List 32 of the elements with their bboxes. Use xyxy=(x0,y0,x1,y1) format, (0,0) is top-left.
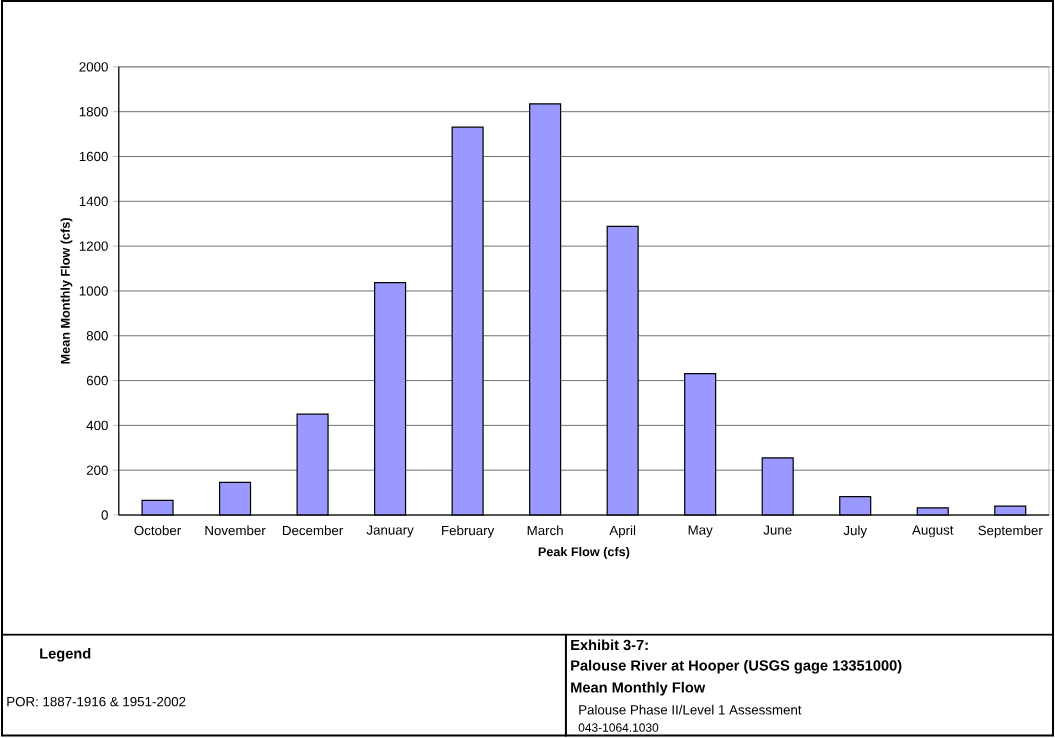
text: 043-1064.1030 xyxy=(578,723,659,733)
y-tick-label: 800 xyxy=(86,331,108,341)
x-tick-label: June xyxy=(763,525,792,535)
text: POR: 1887-1916 & 1951-2002 xyxy=(7,697,186,707)
y-tick-label: 1000 xyxy=(79,286,108,296)
x-tick-label: October xyxy=(134,525,181,536)
x-tick-label: November xyxy=(205,525,266,536)
y-tick-label: 1400 xyxy=(79,196,108,207)
text: Legend xyxy=(40,648,91,662)
y-tick-label: 1800 xyxy=(79,107,108,117)
y-tick-label: 400 xyxy=(86,420,108,431)
y-tick-label: 2000 xyxy=(79,62,108,72)
text: Mean Monthly Flow xyxy=(571,682,706,696)
text: Palouse River at Hooper (USGS gage 13351000) xyxy=(571,660,902,674)
x-tick-label: April xyxy=(609,525,636,538)
x-tick-label: December xyxy=(282,525,344,536)
x-tick-label: March xyxy=(527,525,563,536)
y-tick-label: 200 xyxy=(86,465,108,476)
x-tick-label: July xyxy=(843,525,868,538)
x-tick-label: May xyxy=(688,525,713,538)
y-tick-label: 600 xyxy=(86,376,108,386)
x-tick-label: September xyxy=(978,525,1043,538)
x-tick-label: February xyxy=(442,525,495,538)
text: Palouse Phase II/Level 1 Assessment xyxy=(579,704,802,715)
x-tick-label: January xyxy=(366,525,414,538)
text: Exhibit 3-7: xyxy=(571,639,648,651)
x-tick-label: August xyxy=(912,525,954,538)
y-tick-label: 1600 xyxy=(79,151,108,162)
y-axis-title: Mean Monthly Flow (cfs) xyxy=(60,218,73,364)
x-axis-title: Peak Flow (cfs) xyxy=(538,547,630,559)
y-tick-label: 0 xyxy=(101,510,108,520)
y-tick-label: 1200 xyxy=(79,241,108,252)
